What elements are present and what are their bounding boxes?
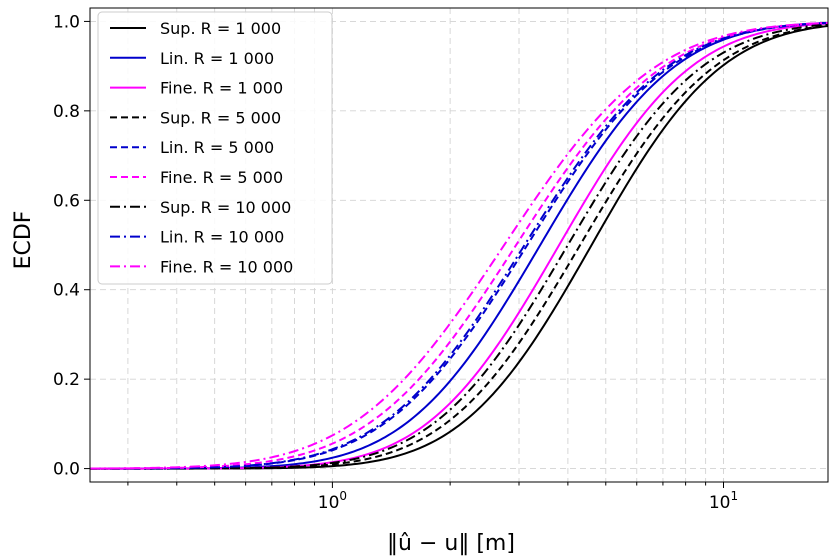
legend-label-5: Lin. R = 5 000	[160, 138, 274, 157]
x-tick-label: 101	[709, 489, 738, 513]
x-axis-label: ‖û − u‖ [m]	[387, 531, 515, 556]
legend-label-6: Fine. R = 5 000	[160, 168, 283, 187]
x-tick-exponent: 0	[339, 489, 347, 503]
series-line-8	[90, 21, 829, 470]
series-line-9	[89, 21, 829, 470]
y-tick-label: 0.0	[53, 460, 80, 480]
y-axis-label: ECDF	[11, 211, 36, 270]
y-tick-label: 0.6	[53, 191, 80, 211]
legend: Sup. R = 1 000 Lin. R = 1 000 Fine. R = 1 …	[97, 11, 333, 285]
legend-label-1: Sup. R = 1 000	[160, 19, 281, 38]
y-tick-label: 0.2	[53, 370, 80, 390]
series-line-7	[90, 23, 829, 470]
x-tick-base: 10	[709, 493, 731, 513]
x-tick-exponent: 1	[731, 489, 739, 503]
legend-box	[97, 11, 333, 285]
legend-label-4: Sup. R = 5 000	[160, 108, 281, 127]
y-axis-ticks: 0.0 0.2 0.4 0.6 0.8 1.0	[53, 12, 90, 480]
series-lines	[89, 21, 829, 470]
plot-frame	[89, 7, 829, 483]
legend-label-8: Lin. R = 10 000	[160, 228, 284, 247]
y-tick-label: 0.4	[53, 281, 80, 301]
x-axis-ticks: 100 101	[127, 482, 738, 513]
legend-label-9: Fine. R = 10 000	[160, 257, 293, 276]
legend-label-3: Fine. R = 1 000	[160, 79, 283, 98]
y-tick-label: 1.0	[53, 12, 80, 32]
y-tick-label: 0.8	[53, 102, 80, 122]
legend-label-7: Sup. R = 10 000	[160, 198, 291, 217]
legend-label-2: Lin. R = 1 000	[160, 49, 274, 68]
x-tick-label: 100	[318, 489, 347, 513]
x-tick-base: 10	[318, 493, 340, 513]
